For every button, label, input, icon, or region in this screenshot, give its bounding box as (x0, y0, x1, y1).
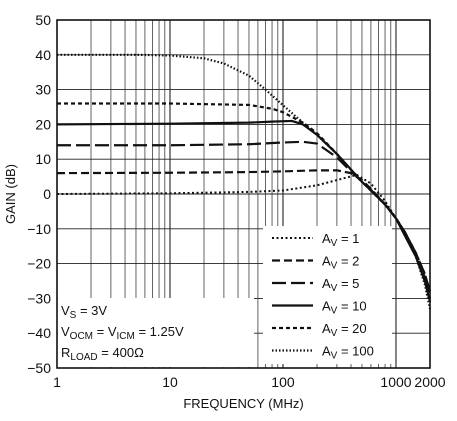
x-tick-label: 100 (271, 374, 295, 390)
x-tick-label: 10 (162, 374, 178, 390)
series-line-5 (57, 102, 432, 292)
x-axis-label: FREQUENCY (MHz) (183, 396, 303, 411)
legend-entry: AV = 10 (322, 299, 367, 317)
y-tick-label: 40 (35, 47, 51, 63)
y-tick-label: −20 (27, 256, 51, 272)
y-tick-label: −50 (27, 360, 51, 376)
y-tick-label: 10 (35, 151, 51, 167)
y-tick-label: 0 (43, 186, 51, 202)
y-tick-label: −10 (27, 221, 51, 237)
plot-frame (56, 19, 431, 369)
y-tick-labels: −50 −40 −30 −20 −10 0 10 20 30 40 50 (27, 12, 51, 376)
note-background (58, 298, 254, 367)
series-lines (56, 53, 432, 310)
y-axis-label: GAIN (dB) (3, 164, 18, 224)
x-tick-label: 1 (53, 374, 61, 390)
y-tick-label: 30 (35, 82, 51, 98)
y-tick-label: −40 (27, 325, 51, 341)
x-tick-label: 2000 (414, 374, 445, 390)
x-tick-label: 1000 (380, 374, 411, 390)
y-tick-label: 20 (35, 116, 51, 132)
series-line-6 (57, 53, 432, 310)
y-tick-label: −30 (27, 290, 51, 306)
y-tick-label: 50 (35, 12, 51, 28)
x-tick-labels: 1 10 100 1000 2000 (53, 374, 446, 390)
legend-background (263, 226, 392, 364)
